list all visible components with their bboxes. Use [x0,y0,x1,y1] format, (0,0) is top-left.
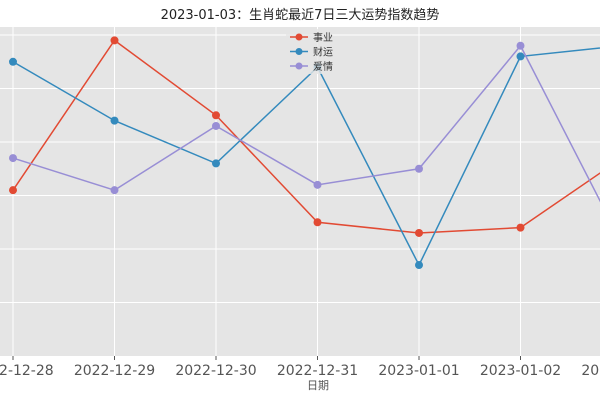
data-point [212,121,220,130]
data-point [415,261,423,270]
data-point [110,186,119,195]
legend-box [286,29,332,74]
data-point [516,41,525,50]
x-tick-label: 2022-12-31 [277,363,358,379]
plot-background [0,27,600,356]
x-tick-label: 2023-01-02 [480,363,561,379]
data-point [415,228,423,237]
legend-marker [295,48,303,55]
chart-title: 2023-01-03：生肖蛇最近7日三大运势指数趋势 [161,7,440,23]
x-axis-label: 日期 [307,379,329,392]
x-tick-label: 2023-01-01 [378,363,459,379]
data-point [110,116,119,125]
legend-marker [295,62,303,70]
legend-label: 财运 [313,46,333,59]
legend-label: 事业 [313,31,333,44]
x-tick-label: 2022-12-28 [0,363,54,379]
x-tick-label: 2022-12-29 [74,363,155,379]
data-point [9,186,17,195]
data-point [9,154,17,163]
legend-label: 爱情 [313,60,333,73]
data-point [212,111,220,120]
data-point [9,57,17,66]
data-point [313,218,322,227]
data-point [212,159,220,168]
legend-marker [295,33,303,41]
data-point [516,223,525,232]
data-point [110,36,119,45]
data-point [313,180,322,189]
data-point [415,164,423,173]
x-tick-label: 2022-12-30 [175,363,256,379]
data-point [516,52,525,61]
x-tick-label: 2023-01-03 [581,363,600,379]
